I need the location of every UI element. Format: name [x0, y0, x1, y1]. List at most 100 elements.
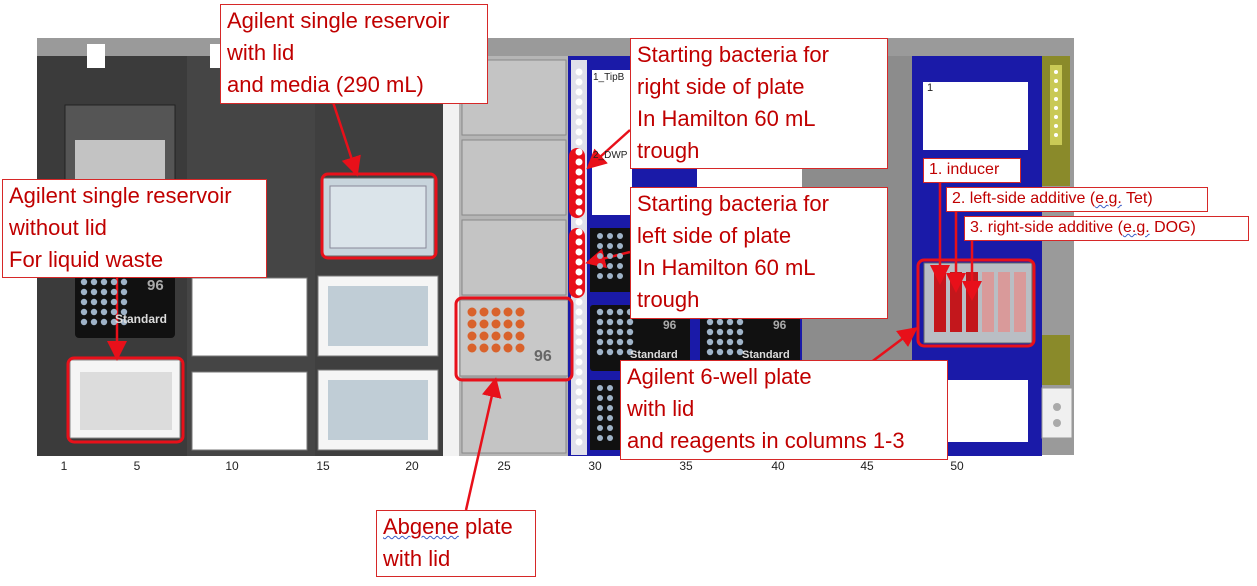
callout-line: For liquid waste: [9, 247, 164, 272]
well-dot: [617, 273, 623, 279]
well-dot: [80, 308, 88, 316]
tip-dot: [575, 398, 583, 406]
well-dot: [607, 395, 613, 401]
callout-bacteria-right: Starting bacteria for right side of plat…: [630, 38, 888, 169]
axis-number: 40: [771, 459, 785, 473]
well-dot: [617, 233, 623, 239]
abgene-well-dot: [503, 319, 513, 329]
callout-line: Starting bacteria for: [637, 191, 829, 216]
callout-line: trough: [637, 138, 700, 163]
well-dot: [110, 318, 118, 326]
well-dot: [726, 318, 734, 326]
well-dot: [736, 328, 744, 336]
abgene-well-dot: [479, 343, 489, 353]
well-dot: [607, 425, 613, 431]
callout-abgene-line1: Abgene plate: [383, 511, 529, 543]
side-knob: [1053, 419, 1061, 427]
well-dot: [716, 328, 724, 336]
well-dot: [110, 288, 118, 296]
axis-number: 10: [225, 459, 239, 473]
dwp-dark-2: [590, 380, 620, 450]
tip-dot: [575, 168, 583, 176]
well-dot: [706, 348, 714, 356]
callout-line: Starting bacteria for: [637, 42, 829, 67]
abgene-well-dot: [491, 307, 501, 317]
abgene-well-dot: [491, 343, 501, 353]
well-dot: [626, 328, 634, 336]
tip-dot: [575, 328, 583, 336]
tip-dot: [575, 148, 583, 156]
well-dot: [607, 233, 613, 239]
abgene-well-dot: [467, 343, 477, 353]
arrow-bacteria-right: [586, 129, 631, 170]
tip-dot: [575, 318, 583, 326]
callout-right-additive-eg: e.g.: [1122, 219, 1150, 236]
well-dot: [726, 338, 734, 346]
white-plate-2b: [191, 371, 308, 451]
tip-dot: [575, 218, 583, 226]
well-dot: [616, 318, 624, 326]
six-well-col-4: [982, 272, 994, 332]
well-dot: [90, 288, 98, 296]
plate-count-label-mid2: 96: [773, 318, 787, 332]
tip-dot: [575, 118, 583, 126]
highlight-media-reservoir: [320, 172, 438, 260]
side-panel: [1041, 387, 1073, 439]
tip-dot: [575, 378, 583, 386]
yellow-module-strip: [1050, 65, 1062, 145]
white-plate-2a: [191, 277, 308, 357]
well-dot: [607, 415, 613, 421]
callout-left-additive-post: Tet): [1121, 190, 1153, 207]
well-dot: [626, 338, 634, 346]
callout-line: Agilent 6-well plate: [627, 364, 812, 389]
well-dot: [736, 338, 744, 346]
well-dot: [616, 348, 624, 356]
callout-left-additive-pre: 2. left-side additive (: [952, 190, 1096, 207]
well-dot: [597, 253, 603, 259]
well-dot: [606, 348, 614, 356]
abgene-well-dot: [515, 343, 525, 353]
plate-type-label: Standard: [115, 312, 168, 326]
axis-number: 5: [133, 459, 141, 473]
well-dot: [110, 298, 118, 306]
abgene-well-dot: [515, 319, 525, 329]
well-dot: [606, 328, 614, 336]
dwp-label: 2_DWP: [593, 150, 628, 161]
abgene-well-dot: [479, 319, 489, 329]
strip-dot: [1054, 97, 1058, 101]
well-dot: [80, 288, 88, 296]
position-label: 1: [927, 82, 934, 94]
tip-dot: [575, 108, 583, 116]
tip-dot: [575, 138, 583, 146]
tip-dot: [575, 288, 583, 296]
tip-carrier-label: 1_TipB: [593, 72, 625, 83]
well-dot: [626, 318, 634, 326]
well-dot: [597, 405, 603, 411]
deck-ruler: [37, 455, 1074, 487]
plate-type-label-mid1: Standard: [630, 349, 678, 361]
six-well-col-1: [934, 272, 946, 332]
tip-dot: [575, 438, 583, 446]
well-dot: [626, 348, 634, 356]
tip-dot: [575, 428, 583, 436]
well-dot: [607, 253, 613, 259]
callout-six-well: Agilent 6-well plate with lid and reagen…: [620, 360, 948, 460]
well-dot: [736, 348, 744, 356]
axis-number: 1: [60, 459, 68, 473]
highlight-six-well: [916, 258, 1036, 348]
tip-dot: [575, 408, 583, 416]
strip-dot: [1054, 88, 1058, 92]
callout-abgene-rest: plate: [458, 514, 513, 539]
callout-line: Agilent single reservoir: [227, 8, 450, 33]
strip-dot: [1054, 70, 1058, 74]
plate-type-label-mid2: Standard: [742, 349, 790, 361]
six-well-col-6: [1014, 272, 1026, 332]
carrier-tab: [87, 44, 105, 68]
well-dot: [606, 318, 614, 326]
tip-dot: [575, 388, 583, 396]
callout-abgene-line2: with lid: [383, 546, 451, 571]
well-dot: [607, 263, 613, 269]
callout-line: and media (290 mL): [227, 72, 424, 97]
abgene-well-dot: [503, 331, 513, 341]
